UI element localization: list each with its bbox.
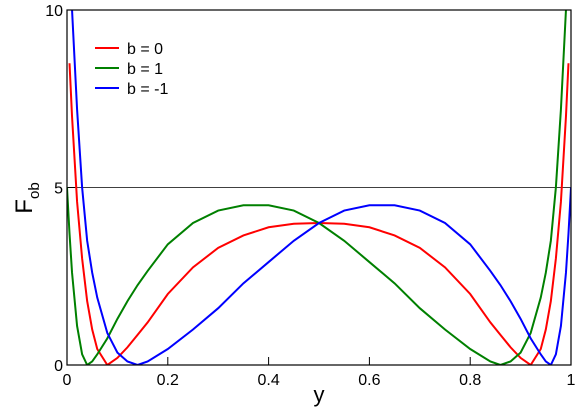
line-series: [67, 10, 567, 365]
y-axis-label-sub: ob: [26, 182, 43, 199]
x-tick-label: 0.4: [257, 372, 279, 389]
x-tick-label: 1: [567, 372, 576, 389]
line-series: [68, 63, 570, 365]
x-tick-label: 0.2: [157, 372, 179, 389]
plot-frame: [66, 9, 572, 366]
y-tick-label: 10: [45, 3, 63, 20]
legend-label: b = 0: [127, 41, 163, 58]
legend-label: b = 1: [127, 61, 163, 78]
x-tick-label: 0.8: [459, 372, 481, 389]
x-tick-label: 0: [63, 372, 72, 389]
plot-lines: [67, 10, 571, 365]
y-tick-label: 5: [54, 181, 63, 198]
y-axis-label-main: F: [11, 199, 38, 214]
line-series: [71, 10, 571, 365]
x-axis-label: y: [314, 382, 325, 407]
legend-label: b = -1: [127, 81, 168, 98]
x-tick-label: 0.6: [358, 372, 380, 389]
y-tick-label: 0: [54, 358, 63, 375]
y-axis-label: Fob: [11, 182, 43, 213]
